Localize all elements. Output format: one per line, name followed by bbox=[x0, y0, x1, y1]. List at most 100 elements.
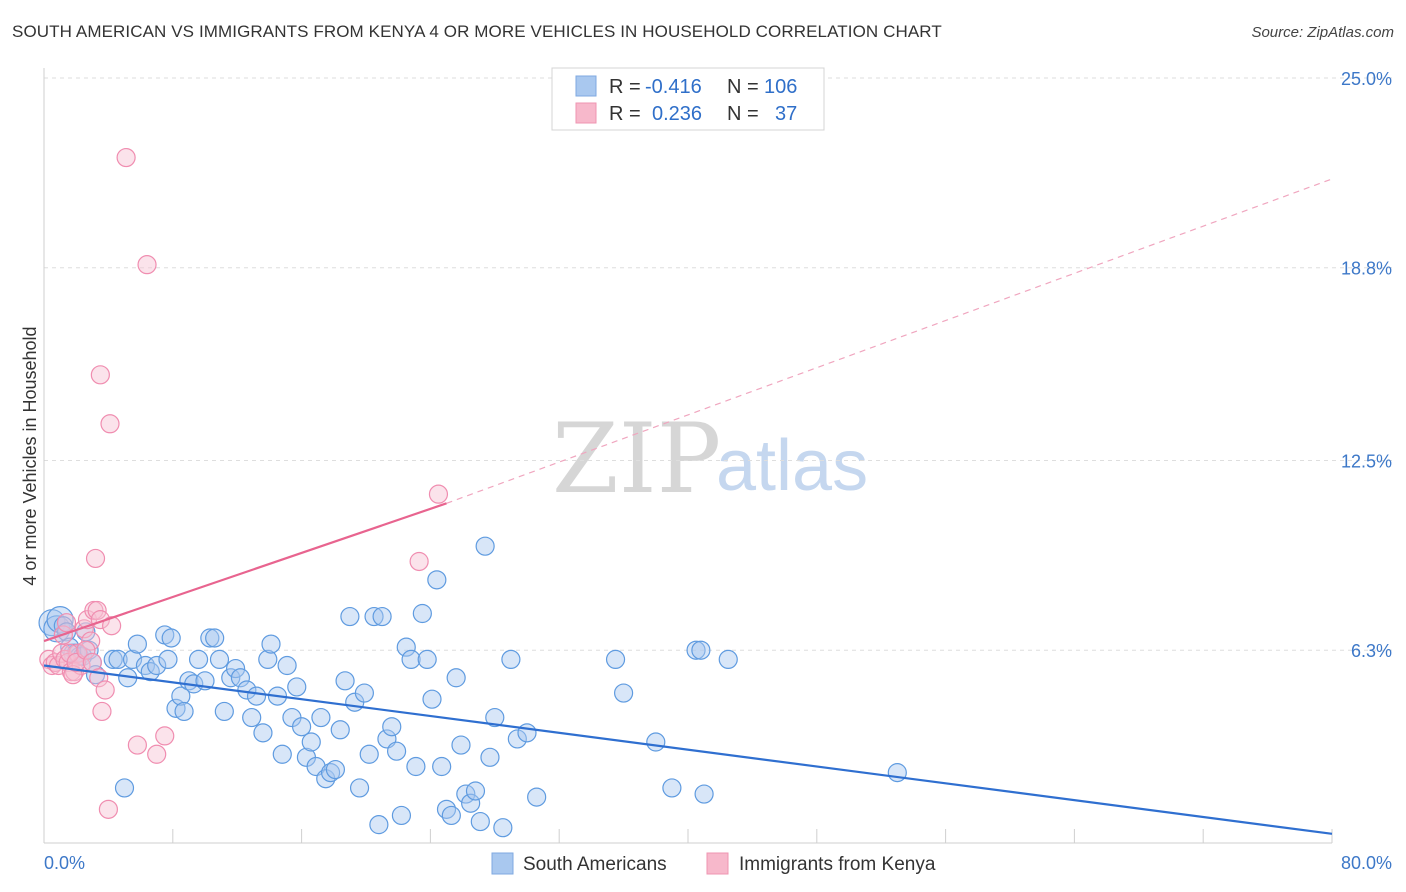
south-americans-point bbox=[330, 720, 350, 740]
bottom-legend-swatch-pink bbox=[706, 852, 729, 875]
south-americans-point bbox=[225, 658, 246, 679]
south-americans-point bbox=[475, 536, 495, 556]
south-americans-points bbox=[38, 536, 907, 838]
south-americans-point bbox=[277, 655, 297, 676]
south-americans-point bbox=[412, 603, 432, 624]
kenya-point bbox=[409, 551, 429, 572]
south-americans-point bbox=[253, 723, 273, 743]
south-americans-point bbox=[349, 778, 370, 798]
south-americans-point bbox=[517, 723, 537, 743]
watermark-zip: ZIP bbox=[552, 403, 721, 515]
south-americans-point bbox=[174, 701, 194, 722]
kenya-point bbox=[92, 701, 112, 722]
south-americans-point bbox=[364, 606, 384, 627]
south-americans-point bbox=[401, 649, 421, 670]
legend-n-label-2: N = bbox=[727, 103, 759, 125]
south-americans-point bbox=[451, 735, 471, 755]
south-americans-point bbox=[507, 729, 527, 749]
south-americans-point bbox=[493, 818, 513, 838]
x-tick-label-max: 80.0% bbox=[1341, 853, 1392, 873]
south-americans-point bbox=[446, 668, 466, 688]
south-americans-point bbox=[258, 649, 278, 670]
south-americans-point bbox=[369, 815, 389, 835]
south-americans-point bbox=[694, 784, 714, 804]
south-americans-point bbox=[246, 686, 267, 706]
south-americans-point bbox=[391, 805, 412, 826]
x-tick-label-min: 0.0% bbox=[44, 853, 85, 873]
kenya-point bbox=[116, 147, 136, 168]
y-tick-labels: 6.3% 12.5% 18.8% 25.0% bbox=[1341, 69, 1392, 661]
trend-lines bbox=[43, 178, 1333, 835]
kenya-point bbox=[155, 726, 175, 746]
kenya-point bbox=[127, 735, 147, 755]
south-americans-point bbox=[406, 756, 426, 777]
kenya-point bbox=[95, 680, 115, 700]
south-americans-point bbox=[127, 634, 147, 654]
south-americans-point bbox=[114, 778, 135, 798]
south-americans-point bbox=[230, 668, 251, 688]
source-label: Source: ZipAtlas.com bbox=[1251, 24, 1394, 41]
kenya-point bbox=[147, 744, 167, 764]
south-americans-point bbox=[158, 649, 178, 670]
south-americans-point bbox=[301, 732, 321, 752]
bottom-legend: South Americans Immigrants from Kenya bbox=[491, 852, 936, 875]
south-americans-point bbox=[417, 649, 437, 670]
kenya-point bbox=[90, 365, 110, 385]
south-americans-point bbox=[242, 707, 262, 728]
kenya-point bbox=[137, 255, 157, 275]
bottom-legend-label-south-americans: South Americans bbox=[523, 854, 667, 875]
south-americans-point bbox=[359, 744, 379, 764]
south-americans-trend-line bbox=[43, 664, 1333, 835]
south-americans-point bbox=[221, 668, 241, 688]
south-americans-point bbox=[108, 649, 128, 670]
south-americans-point bbox=[396, 637, 416, 657]
south-americans-point bbox=[480, 747, 500, 767]
grid bbox=[44, 77, 1392, 651]
south-americans-point bbox=[340, 606, 360, 627]
kenya-point bbox=[428, 484, 449, 504]
y-tick-label: 12.5% bbox=[1341, 452, 1392, 472]
kenya-point bbox=[98, 799, 119, 819]
bottom-legend-label-kenya: Immigrants from Kenya bbox=[739, 854, 936, 875]
south-americans-point bbox=[427, 570, 447, 590]
south-americans-point bbox=[103, 649, 123, 670]
south-americans-point bbox=[261, 634, 281, 654]
south-americans-point bbox=[85, 665, 106, 685]
south-americans-point bbox=[382, 717, 402, 737]
kenya-point bbox=[76, 640, 96, 660]
south-americans-point bbox=[470, 811, 490, 832]
south-americans-point bbox=[292, 717, 312, 737]
south-americans-point bbox=[718, 649, 738, 670]
kenya-point bbox=[56, 613, 77, 633]
south-americans-point bbox=[287, 677, 307, 697]
south-americans-point bbox=[354, 683, 374, 703]
x-ticks bbox=[172, 829, 1333, 843]
y-tick-label: 6.3% bbox=[1351, 641, 1392, 661]
kenya-trend-line bbox=[43, 502, 447, 643]
south-americans-point bbox=[272, 744, 292, 764]
legend-r-label-1: R = bbox=[609, 76, 641, 98]
kenya-point bbox=[100, 414, 120, 434]
legend-n-value-2: 37 bbox=[775, 103, 797, 125]
legend-r-value-1: -0.416 bbox=[645, 76, 702, 98]
south-americans-point bbox=[147, 655, 167, 676]
legend-n-value-1: 106 bbox=[764, 76, 797, 98]
chart-title: SOUTH AMERICAN VS IMMIGRANTS FROM KENYA … bbox=[12, 22, 942, 41]
legend-swatch-pink bbox=[575, 102, 597, 124]
y-axis-label: 4 or more Vehicles in Household bbox=[20, 326, 40, 585]
kenya-point bbox=[102, 616, 122, 636]
south-americans-point bbox=[422, 689, 442, 709]
south-americans-point bbox=[465, 781, 486, 801]
south-americans-point bbox=[209, 649, 230, 670]
legend-r-value-2: 0.236 bbox=[652, 103, 702, 125]
south-americans-point bbox=[605, 649, 626, 670]
south-americans-point bbox=[461, 793, 481, 813]
y-tick-label: 25.0% bbox=[1341, 69, 1392, 89]
kenya-point bbox=[81, 631, 101, 651]
legend-n-label-1: N = bbox=[727, 76, 759, 98]
kenya-trend-line-extension bbox=[446, 178, 1333, 504]
watermark-atlas: atlas bbox=[716, 426, 868, 506]
south-americans-point bbox=[325, 759, 346, 780]
south-americans-point bbox=[214, 701, 234, 722]
